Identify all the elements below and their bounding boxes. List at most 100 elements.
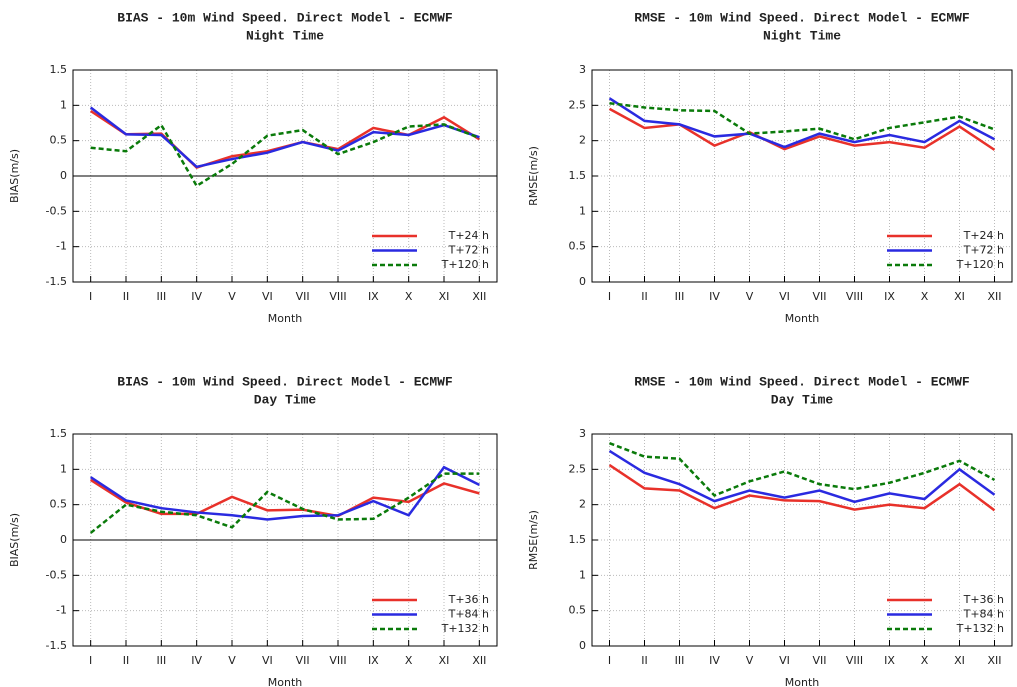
x-tick-label: III [156,290,166,303]
x-tick-label: VII [812,290,826,303]
x-tick-label: XI [439,654,450,667]
x-tick-label: V [746,290,754,303]
data-line [608,449,996,504]
x-tick-label: VIII [329,290,346,303]
chart-subtitle: Day Time [771,392,834,407]
x-tick-label: X [921,654,929,667]
x-tick-label: XI [439,290,450,303]
legend-label: T+132 h [956,622,1004,635]
y-tick-label: 2 [579,498,586,511]
legend-label: T+24 h [448,229,489,242]
y-tick-label: 1.5 [50,63,68,76]
y-axis-label: RMSE(m/s) [527,146,540,206]
legend-label: T+72 h [963,244,1004,257]
y-tick-label: 2 [579,134,586,147]
data-line [89,472,480,534]
legend-label: T+120 h [441,258,489,271]
legend-label: T+84 h [448,608,489,621]
legend-label: T+84 h [963,608,1004,621]
y-tick-label: -0.5 [46,204,67,217]
y-tick-label: 0 [60,533,67,546]
chart-subtitle: Night Time [763,28,841,43]
plot-frame [72,69,498,283]
x-tick-label: II [123,290,130,303]
chart-title: BIAS - 10m Wind Speed. Direct Model - EC… [117,374,453,389]
x-tick-label: VIII [846,290,863,303]
x-tick-label: VI [262,654,273,667]
data-line [90,123,480,188]
x-axis-label: Month [268,676,303,687]
data-line [609,442,996,497]
data-line [609,101,995,141]
x-tick-label: XI [954,654,965,667]
x-tick-label: IX [368,654,379,667]
data-line [89,465,480,521]
plot-frame [72,433,498,647]
x-tick-label: X [405,654,413,667]
x-tick-label: II [641,290,648,303]
x-tick-label: VII [296,290,310,303]
data-line [608,107,996,151]
legend-label: T+36 h [448,593,489,606]
legend-label: T+120 h [956,258,1004,271]
plot-frame [591,433,1013,647]
y-tick-label: 0.5 [50,134,68,147]
x-tick-label: IX [884,290,895,303]
y-tick-label: 1.5 [569,169,587,182]
chart-subtitle: Night Time [246,28,324,43]
y-tick-label: 1 [579,204,586,217]
y-axis-label: BIAS(m/s) [8,149,21,203]
x-axis-label: Month [268,312,303,325]
y-tick-label: 3 [579,427,586,440]
x-tick-label: VII [812,654,826,667]
x-tick-label: VI [779,290,790,303]
x-tick-label: IV [191,290,202,303]
data-line [608,464,996,512]
y-tick-label: 1 [579,568,586,581]
x-tick-label: V [746,654,754,667]
y-tick-label: -1 [56,240,67,253]
x-tick-label: IX [368,290,379,303]
data-line [89,478,480,518]
x-tick-label: I [608,654,611,667]
x-tick-label: XII [472,654,486,667]
x-tick-label: XII [987,654,1001,667]
x-tick-label: VIII [329,654,346,667]
x-tick-label: I [608,290,611,303]
data-line [89,109,480,169]
plot-frame [591,69,1013,283]
x-tick-label: I [89,654,92,667]
chart-subtitle: Day Time [254,392,317,407]
x-tick-label: I [89,290,92,303]
x-tick-label: IX [884,654,895,667]
y-tick-label: 0 [579,275,586,288]
x-tick-label: X [921,290,929,303]
x-tick-label: II [123,654,130,667]
y-tick-label: -1 [56,604,67,617]
y-tick-label: -0.5 [46,568,67,581]
data-line [89,106,480,169]
y-tick-label: 0 [60,169,67,182]
x-axis-label: Month [785,676,820,687]
x-tick-label: IV [191,654,202,667]
y-tick-label: 2.5 [569,462,587,475]
legend-label: T+36 h [963,593,1004,606]
x-tick-label: II [641,654,648,667]
x-tick-label: VI [779,654,790,667]
x-tick-label: XII [987,290,1001,303]
y-tick-label: 1 [60,98,67,111]
x-axis-label: Month [785,312,820,325]
chart-title: RMSE - 10m Wind Speed. Direct Model - EC… [634,10,970,25]
legend-label: T+24 h [963,229,1004,242]
x-tick-label: V [228,654,236,667]
x-tick-label: IV [709,290,720,303]
chart-title: RMSE - 10m Wind Speed. Direct Model - EC… [634,374,970,389]
y-tick-label: 0 [579,639,586,652]
y-tick-label: 0.5 [569,240,587,253]
y-tick-label: 1.5 [569,533,587,546]
y-axis-label: RMSE(m/s) [527,510,540,570]
x-tick-label: V [228,290,236,303]
legend-label: T+72 h [448,244,489,257]
